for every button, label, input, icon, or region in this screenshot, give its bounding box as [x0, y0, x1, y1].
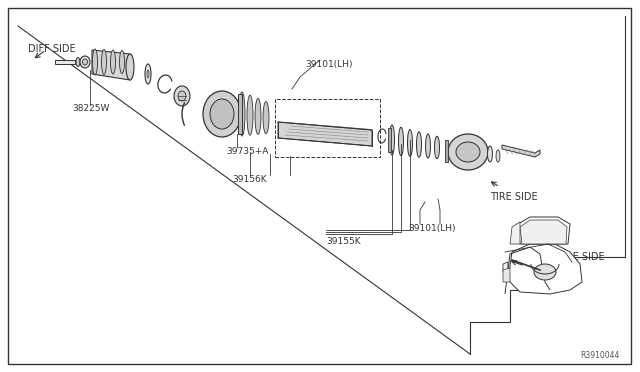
Ellipse shape: [111, 50, 115, 74]
Ellipse shape: [147, 70, 149, 78]
Text: 39101(LH): 39101(LH): [305, 60, 353, 69]
Text: 39155K: 39155K: [326, 237, 360, 246]
Polygon shape: [278, 122, 372, 146]
Ellipse shape: [210, 99, 234, 129]
Ellipse shape: [448, 134, 488, 170]
Text: 39101(LH): 39101(LH): [408, 224, 456, 233]
Ellipse shape: [76, 58, 80, 67]
Ellipse shape: [120, 51, 125, 74]
Polygon shape: [503, 268, 510, 282]
Text: 38225W: 38225W: [72, 104, 109, 113]
Ellipse shape: [203, 91, 241, 137]
Bar: [445, 140, 448, 162]
Ellipse shape: [426, 134, 431, 158]
Ellipse shape: [174, 86, 190, 106]
Bar: [388, 128, 391, 152]
Polygon shape: [518, 217, 570, 244]
Text: R3910044: R3910044: [580, 351, 620, 360]
Polygon shape: [503, 262, 508, 272]
Text: 39735+A: 39735+A: [226, 147, 268, 156]
Ellipse shape: [255, 99, 261, 134]
Ellipse shape: [247, 95, 253, 135]
Ellipse shape: [408, 129, 413, 157]
Ellipse shape: [417, 132, 422, 157]
Ellipse shape: [80, 56, 90, 68]
Ellipse shape: [390, 125, 394, 155]
Bar: [275, 99, 380, 157]
Ellipse shape: [239, 92, 245, 136]
Ellipse shape: [435, 136, 440, 159]
Ellipse shape: [102, 49, 106, 74]
Ellipse shape: [83, 59, 88, 65]
Ellipse shape: [534, 264, 556, 280]
Bar: [238, 94, 242, 134]
Ellipse shape: [93, 49, 97, 75]
Ellipse shape: [456, 142, 480, 162]
Polygon shape: [502, 145, 540, 157]
Text: TIRE SIDE: TIRE SIDE: [557, 252, 605, 262]
Ellipse shape: [263, 102, 269, 134]
Ellipse shape: [488, 146, 493, 162]
Polygon shape: [508, 244, 582, 294]
Text: TIRE SIDE: TIRE SIDE: [490, 192, 538, 202]
Polygon shape: [55, 60, 75, 64]
Text: DIFF SIDE: DIFF SIDE: [28, 44, 76, 54]
Text: 39156K: 39156K: [232, 175, 267, 184]
Polygon shape: [92, 50, 130, 80]
Polygon shape: [510, 222, 520, 244]
Ellipse shape: [126, 54, 134, 80]
Ellipse shape: [496, 150, 500, 162]
Ellipse shape: [145, 64, 151, 84]
Ellipse shape: [178, 91, 186, 101]
Ellipse shape: [399, 127, 403, 156]
Polygon shape: [520, 220, 567, 244]
